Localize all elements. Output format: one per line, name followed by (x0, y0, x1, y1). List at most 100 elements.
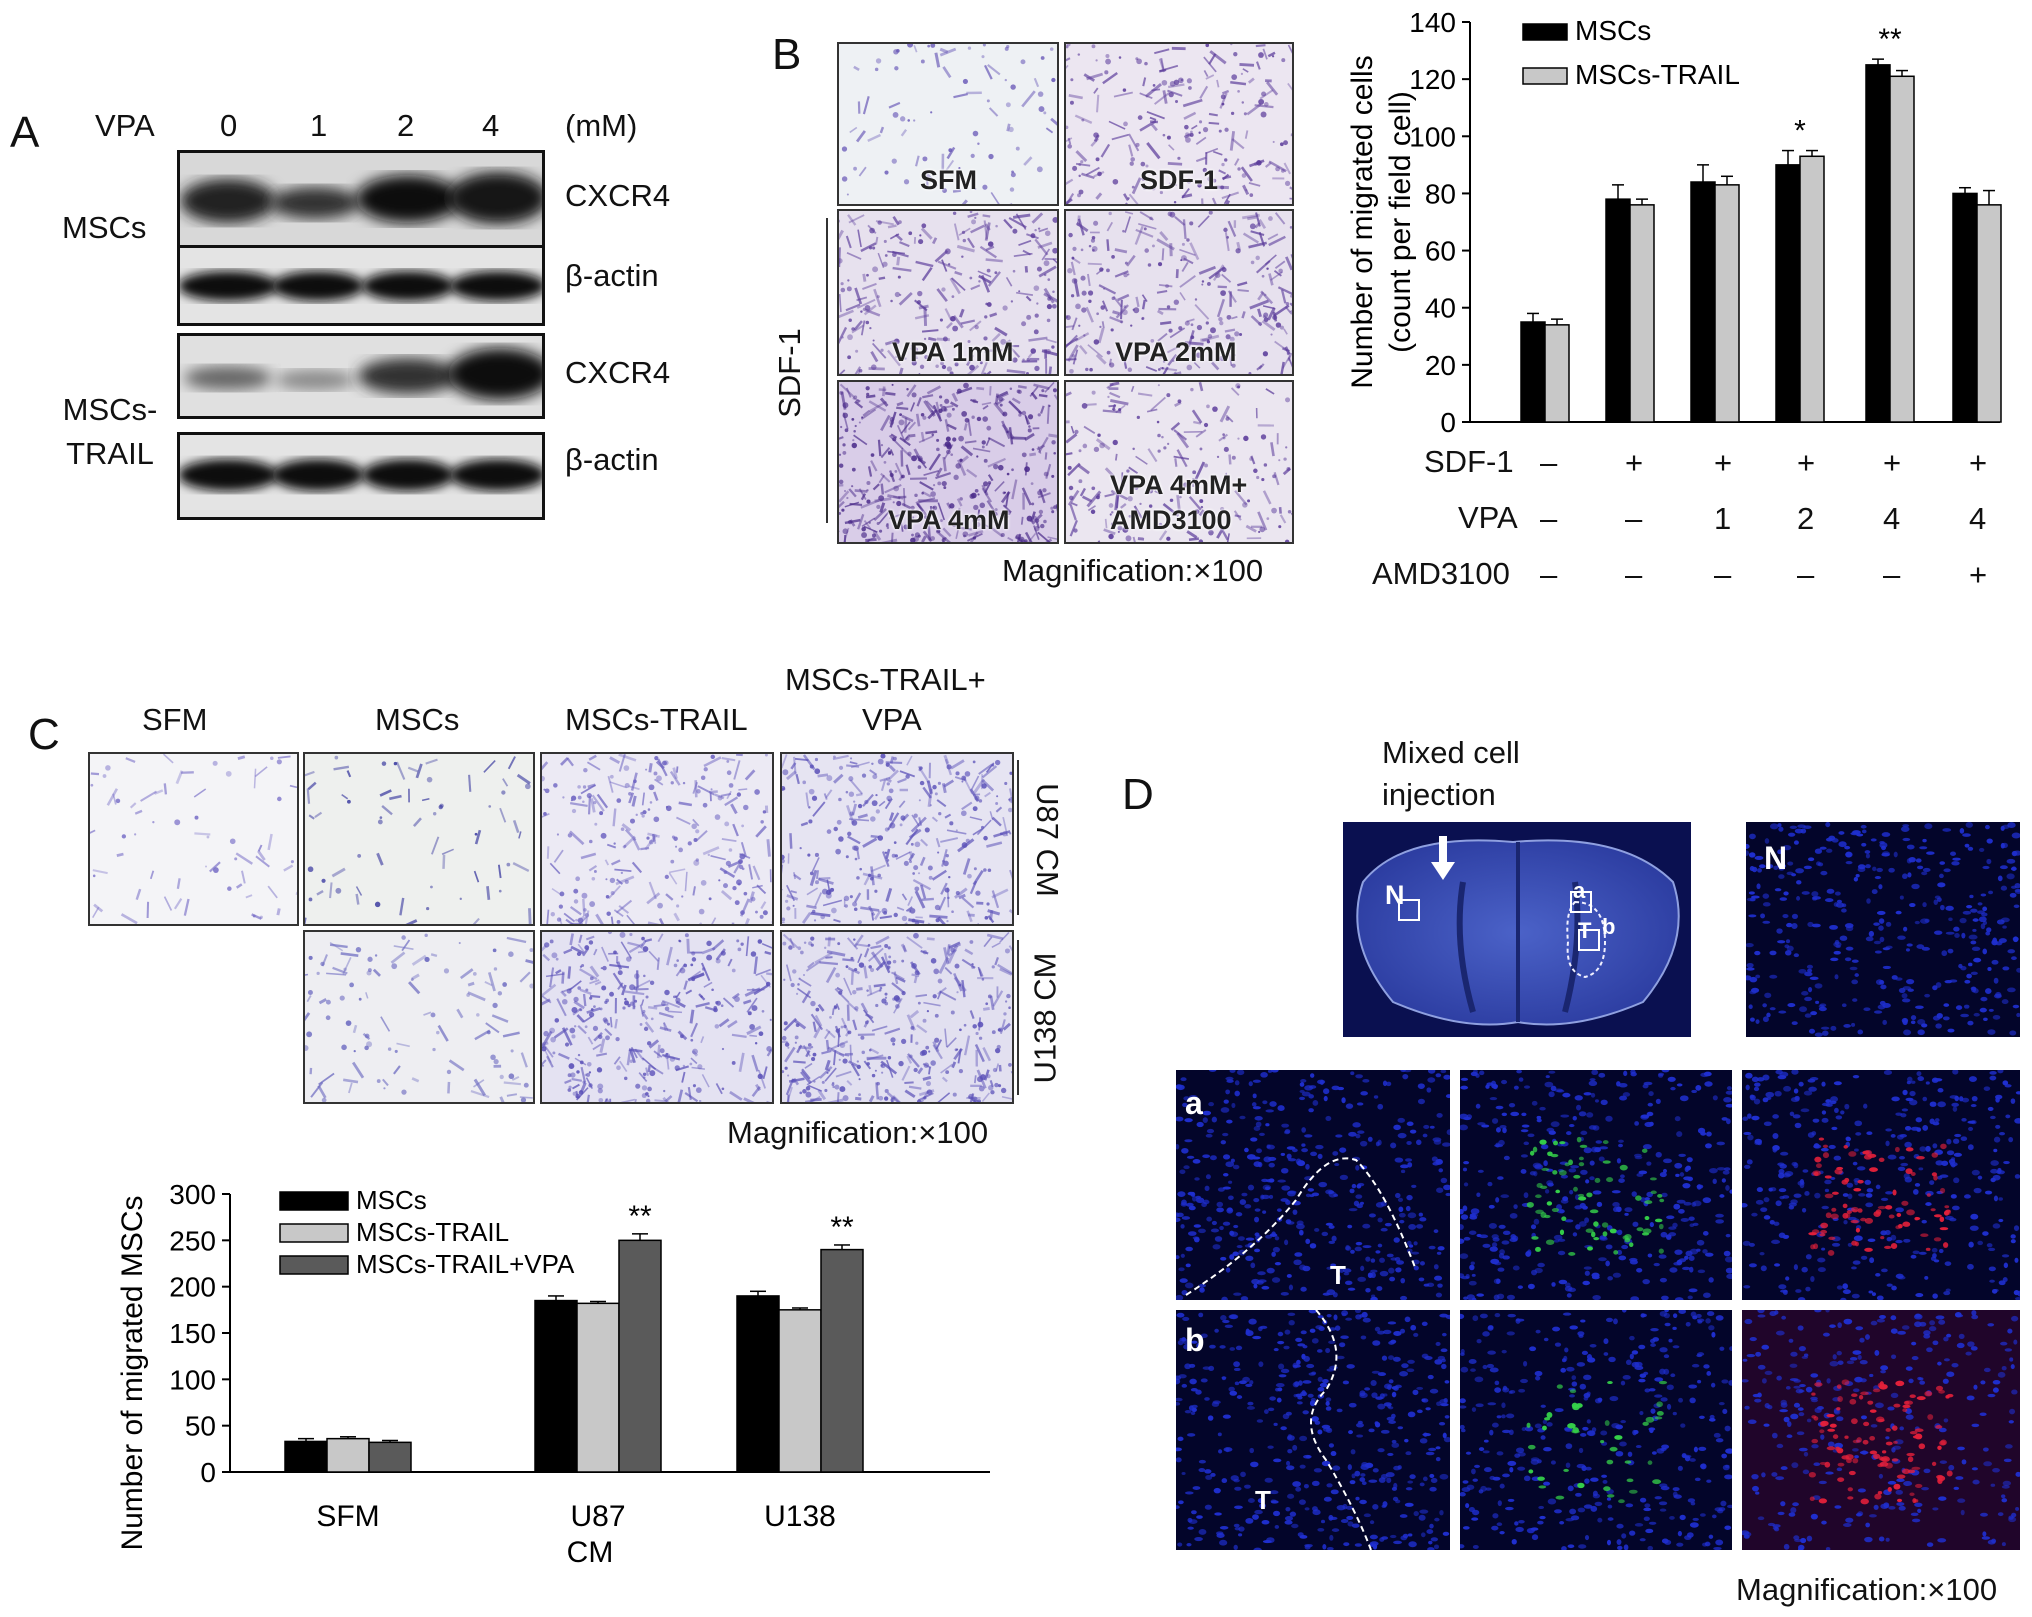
blot-actin-mscs-trail (177, 432, 545, 520)
fluor-a-dapi-cells (1176, 1070, 1450, 1300)
b-bar-MSCs-TRAIL-0 (1544, 324, 1570, 423)
cond-sdf1-0: – (1540, 445, 1558, 480)
blot-actin-mscs-bands (180, 248, 542, 323)
fluor-b-dapi-cells (1176, 1310, 1450, 1550)
micro-b-sdf1 (1064, 42, 1294, 206)
b-bar-MSCs-TRAIL-5 (1976, 204, 2002, 423)
c-y-tick-label: 300 (169, 1179, 216, 1210)
fluor-b-t-label: T (1255, 1485, 1271, 1515)
fluor-n-cells (1746, 822, 2020, 1037)
c-legend-swatch (279, 1223, 349, 1243)
brain-section-drawing (1356, 836, 1680, 1026)
c-header-vpa: VPA (862, 702, 922, 737)
b-bar-MSCs-1 (1605, 198, 1631, 423)
cond-label-vpa: VPA (1458, 500, 1518, 535)
micro-c-sfm-u87 (88, 752, 299, 926)
fluor-a-gfp (1460, 1070, 1732, 1300)
b-bar-MSCs-3 (1775, 164, 1801, 423)
micro-b-vpa1 (837, 209, 1059, 376)
b-bar-MSCs-TRAIL-1 (1629, 204, 1655, 423)
micro-b-label-amd3100: AMD3100 (1110, 505, 1232, 535)
fluor-b-red (1742, 1310, 2020, 1550)
micro-b-vpa2 (1064, 209, 1294, 376)
brain-label-a: a (1573, 878, 1586, 903)
c-bar-MSCs-TRAIL+VPA-0 (368, 1441, 412, 1473)
brain-label-b: b (1602, 914, 1616, 939)
fluor-a-gfp-cells (1460, 1070, 1732, 1300)
micro-b-vpa4-amd (1064, 380, 1294, 544)
cond-label-sdf1: SDF-1 (1424, 444, 1514, 479)
blot-actin-mscs (177, 245, 545, 326)
panel-b-magnification: Magnification:×100 (1002, 553, 1264, 588)
micro-b-vpa2-cells (1066, 211, 1292, 374)
c-x-tick-label: U87 (570, 1500, 625, 1533)
b-legend-label: MSCs-TRAIL (1575, 59, 1740, 90)
conc-0: 0 (220, 108, 238, 143)
b-y-tick-label: 100 (1409, 121, 1456, 152)
c-legend-label: MSCs (356, 1185, 427, 1215)
cond-sdf1-5: + (1969, 445, 1988, 480)
micro-c-trail-u87 (540, 752, 774, 926)
panel-c-magnification: Magnification:×100 (727, 1115, 989, 1150)
c-legend-swatch (279, 1191, 349, 1211)
d-title-line1: Mixed cell (1382, 735, 1520, 770)
b-y-tick-label: 60 (1425, 236, 1456, 267)
c-significance: ** (830, 1211, 854, 1244)
sdf1-side-label: SDF-1 (771, 328, 807, 418)
b-bar-MSCs-TRAIL-3 (1799, 155, 1825, 423)
cond-sdf1-2: + (1714, 445, 1733, 480)
b-significance: ** (1878, 23, 1902, 56)
micro-b-vpa4-amd-cells (1066, 382, 1292, 542)
c-bar-MSCs-TRAIL-2 (778, 1309, 822, 1473)
c-bar-MSCs-TRAIL-0 (326, 1437, 370, 1473)
fluor-b-red-cells (1742, 1310, 2020, 1550)
u87-bracket-line (1017, 760, 1019, 915)
micro-c-trail-u138-cells (542, 932, 772, 1102)
d-title-line2: injection (1382, 777, 1496, 812)
micro-b-label-vpa2: VPA 2mM (1115, 337, 1237, 367)
cond-amd3100-0: – (1540, 557, 1558, 592)
fluor-b-dapi (1176, 1310, 1450, 1550)
cond-vpa-3: 2 (1797, 501, 1815, 536)
fluor-b-label: b (1185, 1322, 1205, 1358)
c-y-tick-label: 0 (200, 1457, 216, 1488)
c-legend-swatch (279, 1255, 349, 1275)
micro-c-mscs-u138-cells (305, 933, 533, 1102)
c-bar-MSCs-2 (736, 1295, 780, 1473)
c-x-tick-label: U138 (764, 1500, 836, 1533)
c-significance: ** (628, 1200, 652, 1233)
micro-c-trail-vpa-u87-cells (782, 754, 1012, 924)
c-bar-MSCs-1 (534, 1299, 578, 1473)
c-bar-MSCs-0 (284, 1440, 328, 1473)
micro-c-trail-vpa-u138 (780, 930, 1014, 1104)
cond-amd3100-5: + (1969, 557, 1988, 592)
c-y-tick-label: 100 (169, 1364, 216, 1395)
micro-c-trail-vpa-u138-cells (782, 932, 1012, 1102)
fluor-b-gfp (1460, 1310, 1732, 1550)
c-header-sfm: SFM (142, 702, 208, 737)
b-y-tick-label: 0 (1440, 407, 1456, 438)
c-bar-MSCs-TRAIL+VPA-2 (820, 1248, 864, 1473)
b-bar-MSCs-5 (1952, 192, 1978, 423)
micro-c-trail-vpa-u87 (780, 752, 1014, 926)
panel-a-letter: A (10, 108, 40, 157)
cell-line-mscs-trail: MSCs-TRAIL (62, 392, 158, 471)
b-y-tick-label: 40 (1425, 293, 1456, 324)
c-bar-MSCs-TRAIL+VPA-1 (618, 1239, 662, 1473)
brain-section-image (1343, 822, 1691, 1037)
b-legend-swatch (1522, 67, 1568, 85)
cond-sdf1-3: + (1797, 445, 1816, 480)
c-legend-label: MSCs-TRAIL+VPA (356, 1249, 575, 1279)
micro-b-sdf1-cells (1066, 44, 1292, 204)
b-y-tick-label: 20 (1425, 350, 1456, 381)
panel-b-chart: 0 20 40 60 80 100 120 140 Number of migrated cel… (1346, 7, 2002, 438)
micro-b-label-vpa4: VPA 4mM (888, 505, 1010, 535)
band-cxcr4-1: CXCR4 (565, 178, 671, 213)
fluor-a-label: a (1185, 1085, 1203, 1121)
micro-c-trail-u138 (540, 930, 774, 1104)
c-legend-label: MSCs-TRAIL (356, 1217, 509, 1247)
fluor-a-red (1742, 1070, 2020, 1300)
fluor-a-red-cells (1742, 1070, 2020, 1300)
conc-4: 4 (482, 108, 500, 143)
vpa-label: VPA (95, 108, 155, 143)
